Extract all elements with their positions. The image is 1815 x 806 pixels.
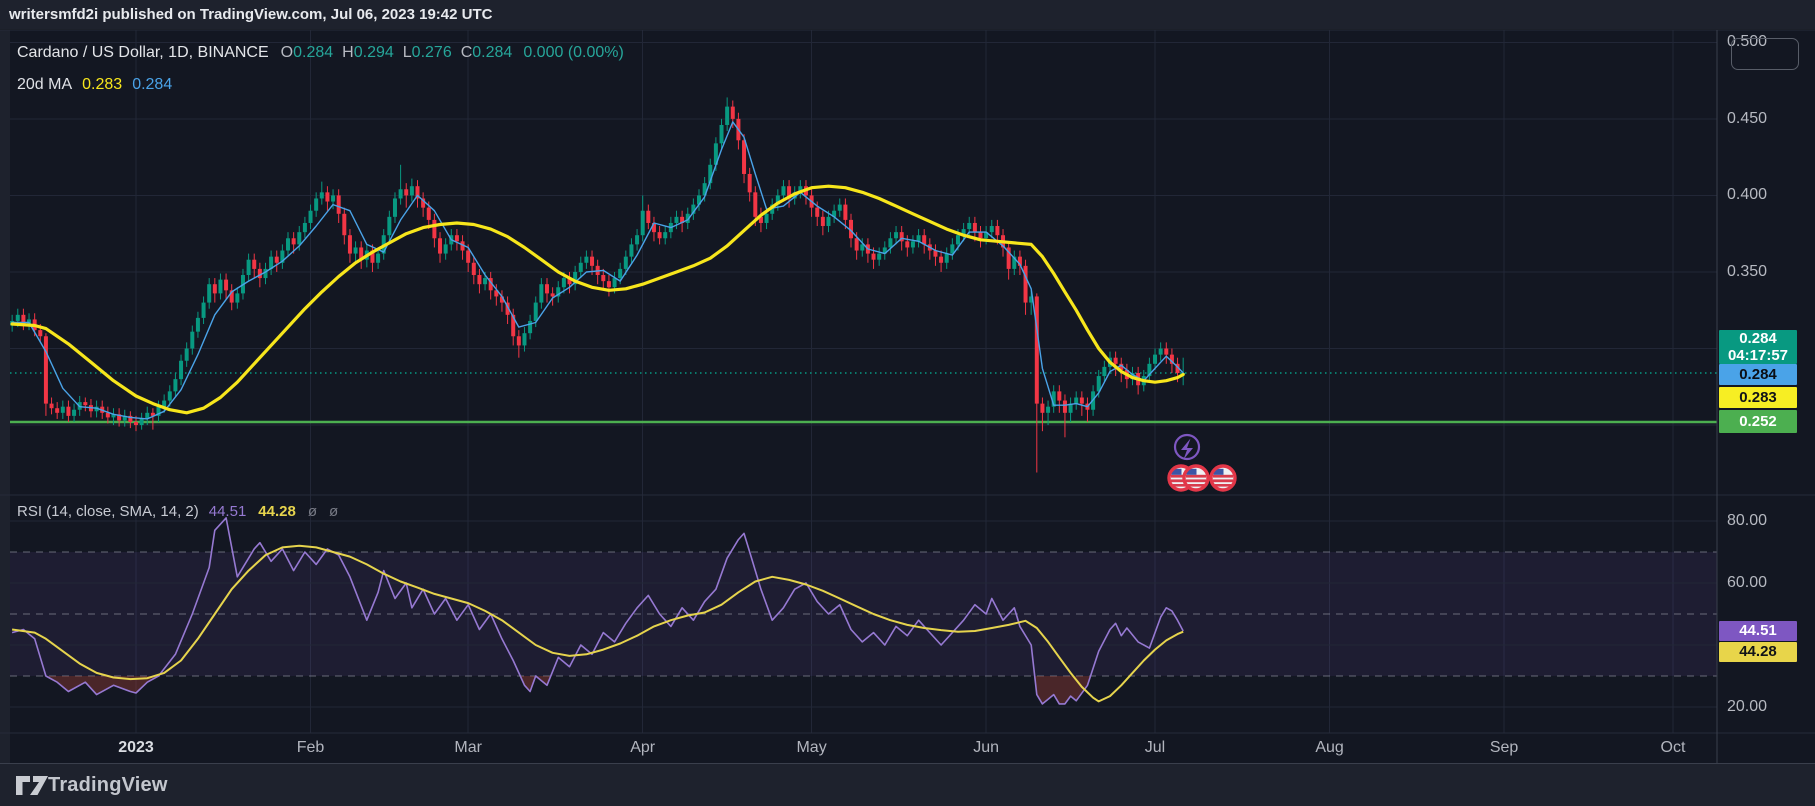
time-axis-label: 2023 bbox=[118, 739, 154, 756]
rsi-tick-label: 20.00 bbox=[1727, 698, 1768, 715]
rsi-indicator-title: RSI (14, close, SMA, 14, 2) bbox=[17, 503, 199, 520]
rsi-indicator-legend[interactable]: RSI (14, close, SMA, 14, 2) 44.51 44.28 ø ø bbox=[17, 503, 338, 520]
ma-fast-axis-label: 0.284 bbox=[1719, 364, 1797, 385]
lightning-icon[interactable] bbox=[1173, 433, 1201, 461]
time-axis-label: Aug bbox=[1315, 739, 1344, 756]
rsi-hidden-input: ø bbox=[329, 503, 339, 520]
rsi-tick-label: 80.00 bbox=[1727, 512, 1768, 529]
rsi-band bbox=[10, 552, 1717, 676]
time-axis-label: Jul bbox=[1144, 739, 1166, 756]
time-axis-label: Feb bbox=[296, 739, 325, 756]
rsi-oversold-fill bbox=[1034, 676, 1091, 704]
symbol-legend[interactable]: Cardano / US Dollar, 1D, BINANCE O0.284 H0… bbox=[17, 44, 624, 62]
support-line-axis-label: 0.252 bbox=[1719, 410, 1797, 433]
price-tick-label: 0.400 bbox=[1727, 186, 1768, 204]
us-event-flag-icon[interactable] bbox=[1208, 463, 1238, 493]
price-tick-label: 0.450 bbox=[1727, 109, 1768, 127]
time-axis-label: Sep bbox=[1489, 739, 1519, 756]
price-tick-label: 0.500 bbox=[1727, 33, 1768, 51]
change-value: 0.000 (0.00%) bbox=[523, 44, 624, 61]
time-axis-label: Mar bbox=[454, 739, 482, 756]
rsi-hidden-input: ø bbox=[307, 503, 318, 520]
time-axis-label: Apr bbox=[630, 739, 656, 756]
ma-fast-line[interactable] bbox=[11, 121, 1184, 420]
rsi-ma-line[interactable] bbox=[11, 544, 1184, 703]
scale-placeholder-box[interactable] bbox=[1731, 38, 1799, 70]
ohlc-open: O0.284 bbox=[280, 44, 334, 61]
ohlc-high: H0.294 bbox=[342, 44, 394, 61]
tradingview-logo-icon[interactable] bbox=[13, 770, 59, 800]
ma-indicator-title: 20d MA bbox=[17, 76, 73, 93]
rsi-legend-value: 44.51 bbox=[208, 503, 247, 520]
rsi-tick-label: 60.00 bbox=[1727, 574, 1768, 591]
ma20-axis-label: 0.283 bbox=[1719, 387, 1797, 408]
rsi-ma-axis-label: 44.28 bbox=[1719, 642, 1797, 662]
candlestick-series bbox=[10, 97, 1186, 473]
rsi-oversold-fill bbox=[520, 676, 536, 692]
last-price-axis-label: 0.284 04:17:57 bbox=[1719, 330, 1797, 364]
rsi-oversold-fill bbox=[45, 676, 159, 695]
footer-bar: TradingView bbox=[0, 763, 1815, 806]
ma-fast-legend-value: 0.284 bbox=[132, 76, 173, 93]
symbol-title: Cardano / US Dollar, 1D, BINANCE bbox=[17, 44, 269, 61]
tradingview-brand-text[interactable]: TradingView bbox=[48, 774, 168, 796]
time-axis-background bbox=[10, 733, 1815, 763]
time-axis-label: Jun bbox=[973, 739, 1000, 756]
ohlc-close: C0.284 bbox=[460, 44, 513, 61]
rsi-line[interactable] bbox=[11, 517, 1184, 705]
rsi-axis-label: 44.51 bbox=[1719, 621, 1797, 641]
ma20-line[interactable] bbox=[10, 184, 1185, 415]
time-axis-label: Oct bbox=[1660, 739, 1686, 756]
rsi-ma-legend-value: 44.28 bbox=[258, 503, 296, 520]
price-tick-label: 0.350 bbox=[1727, 262, 1768, 280]
ohlc-low: L0.276 bbox=[402, 44, 452, 61]
ma20-legend-value: 0.283 bbox=[82, 76, 123, 93]
countdown-timer: 04:17:57 bbox=[1727, 346, 1789, 364]
us-event-flag-icon[interactable] bbox=[1181, 463, 1211, 493]
ma-indicator-legend[interactable]: 20d MA 0.283 0.284 bbox=[17, 76, 172, 94]
time-axis-label: May bbox=[796, 739, 827, 756]
publish-info-text: writersmfd2i published on TradingView.co… bbox=[9, 6, 493, 23]
